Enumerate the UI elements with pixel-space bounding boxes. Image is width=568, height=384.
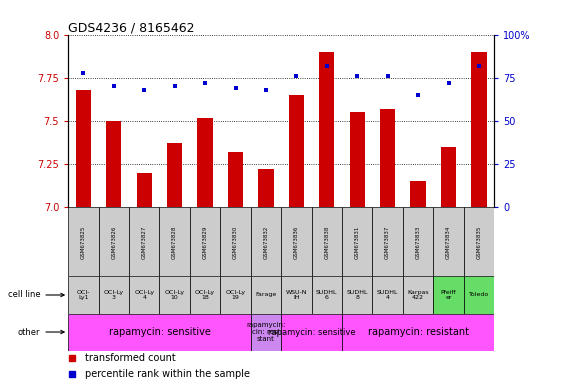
- Bar: [220, 207, 250, 276]
- Bar: [463, 207, 494, 276]
- Point: [109, 83, 118, 89]
- Bar: [373, 276, 403, 313]
- Text: GSM673831: GSM673831: [355, 225, 360, 258]
- Text: GDS4236 / 8165462: GDS4236 / 8165462: [68, 22, 195, 35]
- Bar: [289, 95, 304, 207]
- Point: [444, 80, 453, 86]
- Text: SUDHL
8: SUDHL 8: [346, 290, 368, 300]
- Bar: [99, 207, 129, 276]
- Bar: [411, 181, 425, 207]
- Bar: [106, 121, 122, 207]
- Point: [414, 92, 423, 98]
- Text: Farage: Farage: [256, 293, 277, 298]
- Point: [79, 70, 88, 76]
- Bar: [350, 112, 365, 207]
- Text: GSM673832: GSM673832: [264, 225, 269, 258]
- Text: rapamycin:
cin: resi
stant: rapamycin: cin: resi stant: [247, 322, 286, 342]
- Text: OCI-Ly
4: OCI-Ly 4: [134, 290, 154, 300]
- Bar: [342, 276, 373, 313]
- Bar: [281, 313, 342, 351]
- Text: SUDHL
4: SUDHL 4: [377, 290, 398, 300]
- Text: Pfeiff
er: Pfeiff er: [441, 290, 456, 300]
- Bar: [463, 276, 494, 313]
- Point: [201, 80, 210, 86]
- Bar: [380, 109, 395, 207]
- Bar: [228, 152, 243, 207]
- Bar: [198, 118, 212, 207]
- Text: GSM673825: GSM673825: [81, 225, 86, 258]
- Bar: [68, 313, 250, 351]
- Text: Karpas
422: Karpas 422: [407, 290, 429, 300]
- Text: rapamycin: resistant: rapamycin: resistant: [367, 327, 469, 337]
- Bar: [190, 207, 220, 276]
- Point: [353, 73, 362, 79]
- Text: OCI-Ly
3: OCI-Ly 3: [104, 290, 124, 300]
- Text: GSM673834: GSM673834: [446, 225, 451, 258]
- Point: [170, 83, 179, 89]
- Point: [383, 73, 392, 79]
- Bar: [167, 143, 182, 207]
- Bar: [281, 276, 312, 313]
- Point: [322, 63, 331, 69]
- Bar: [342, 313, 494, 351]
- Text: GSM673827: GSM673827: [142, 225, 147, 258]
- Text: other: other: [18, 328, 64, 336]
- Bar: [160, 276, 190, 313]
- Point: [140, 87, 149, 93]
- Bar: [137, 173, 152, 207]
- Text: percentile rank within the sample: percentile rank within the sample: [85, 369, 250, 379]
- Text: SUDHL
6: SUDHL 6: [316, 290, 337, 300]
- Bar: [250, 207, 281, 276]
- Bar: [281, 207, 312, 276]
- Text: OCI-Ly
19: OCI-Ly 19: [225, 290, 245, 300]
- Bar: [403, 276, 433, 313]
- Bar: [312, 207, 342, 276]
- Text: cell line: cell line: [8, 290, 64, 300]
- Text: transformed count: transformed count: [85, 353, 176, 363]
- Bar: [441, 147, 456, 207]
- Text: GSM673833: GSM673833: [416, 225, 420, 258]
- Text: rapamycin: sensitive: rapamycin: sensitive: [108, 327, 210, 337]
- Text: Toledo: Toledo: [469, 293, 489, 298]
- Bar: [250, 313, 281, 351]
- Bar: [250, 276, 281, 313]
- Text: OCI-Ly
18: OCI-Ly 18: [195, 290, 215, 300]
- Text: rapamycin: sensitive: rapamycin: sensitive: [268, 328, 356, 336]
- Bar: [160, 207, 190, 276]
- Bar: [190, 276, 220, 313]
- Bar: [68, 207, 99, 276]
- Point: [474, 63, 483, 69]
- Bar: [433, 276, 463, 313]
- Text: GSM673836: GSM673836: [294, 225, 299, 258]
- Point: [292, 73, 301, 79]
- Bar: [129, 276, 160, 313]
- Text: OCI-Ly
10: OCI-Ly 10: [165, 290, 185, 300]
- Bar: [312, 276, 342, 313]
- Bar: [373, 207, 403, 276]
- Bar: [68, 276, 99, 313]
- Text: GSM673838: GSM673838: [324, 225, 329, 258]
- Point: [231, 85, 240, 91]
- Point: [261, 87, 270, 93]
- Bar: [76, 90, 91, 207]
- Text: GSM673828: GSM673828: [172, 225, 177, 258]
- Text: WSU-N
IH: WSU-N IH: [286, 290, 307, 300]
- Bar: [433, 207, 463, 276]
- Bar: [403, 207, 433, 276]
- Bar: [220, 276, 250, 313]
- Text: GSM673829: GSM673829: [203, 225, 207, 258]
- Text: GSM673826: GSM673826: [111, 225, 116, 258]
- Text: GSM673835: GSM673835: [477, 225, 482, 258]
- Bar: [471, 52, 487, 207]
- Bar: [258, 169, 274, 207]
- Bar: [342, 207, 373, 276]
- Bar: [319, 52, 335, 207]
- Bar: [129, 207, 160, 276]
- Text: GSM673830: GSM673830: [233, 225, 238, 258]
- Bar: [99, 276, 129, 313]
- Text: OCI-
Ly1: OCI- Ly1: [77, 290, 90, 300]
- Text: GSM673837: GSM673837: [385, 225, 390, 258]
